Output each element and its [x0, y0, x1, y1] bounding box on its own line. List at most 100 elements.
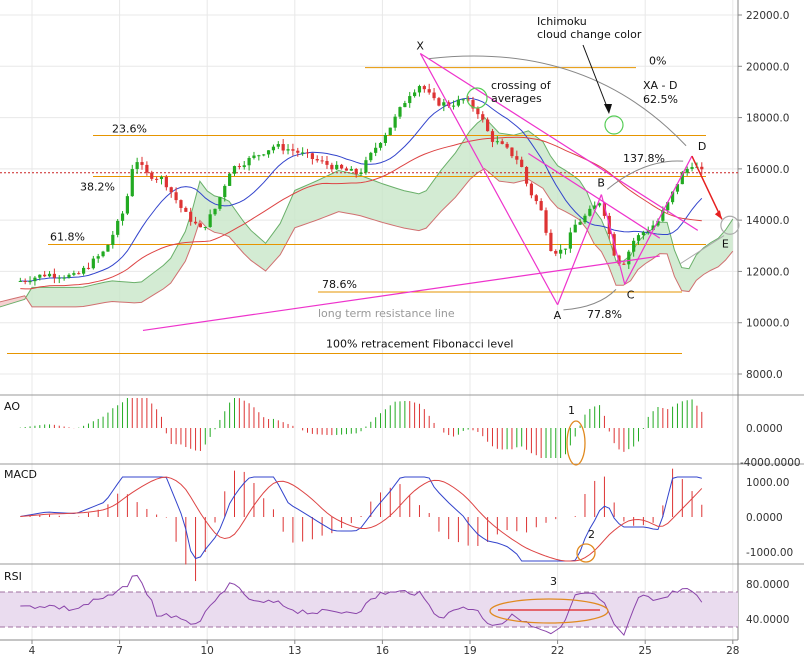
- pattern-line-ad: [528, 152, 661, 239]
- candle-body: [408, 96, 412, 104]
- rsi-marker-ellipse: [489, 598, 609, 624]
- macd-panel: MACD 2: [4, 468, 703, 582]
- macd-tick-label: 1000.00: [746, 477, 789, 489]
- candle-body: [481, 114, 485, 120]
- candle-body: [130, 169, 134, 197]
- candle-body: [476, 108, 480, 115]
- candle-body: [461, 99, 465, 101]
- x-tick-label: 19: [463, 645, 476, 657]
- chart-grid: [0, 0, 804, 641]
- candle-body: [549, 232, 553, 251]
- fib-label: 100% retracement Fibonacci level: [326, 337, 513, 350]
- candle-body: [524, 166, 529, 184]
- ac-arc: [563, 289, 617, 311]
- arrow-head: [604, 104, 612, 114]
- panel-marker: 1: [568, 404, 575, 417]
- panel-title: RSI: [4, 570, 22, 583]
- candle-body: [641, 232, 645, 236]
- candle-body: [276, 144, 280, 147]
- candle-body: [262, 154, 266, 156]
- bd-arc: [606, 160, 684, 190]
- rsi-tick-label: 80.0000: [746, 579, 789, 591]
- fib-label: 61.8%: [50, 231, 85, 244]
- candle-body: [471, 100, 475, 109]
- candle-body: [510, 147, 514, 157]
- annotation-text: 62.5%: [643, 93, 678, 106]
- x-tick-label: 22: [551, 645, 564, 657]
- x-tick-label: 28: [726, 645, 739, 657]
- candle-body: [670, 191, 675, 203]
- candle-body: [91, 258, 95, 269]
- pattern-leg-cd: [624, 155, 693, 285]
- cloud-green: [24, 117, 733, 307]
- candlesticks: [18, 83, 704, 286]
- pattern-leg-bc: [600, 194, 626, 285]
- macd-marker-circle: [576, 543, 596, 563]
- candle-body: [529, 183, 534, 196]
- candle-body: [198, 223, 203, 228]
- moving-average-fast: [20, 97, 703, 282]
- candle-body: [520, 159, 524, 167]
- pattern-point-label: A: [554, 309, 562, 322]
- candle-body: [559, 249, 563, 254]
- pattern-leg-xb: [420, 52, 699, 231]
- candle-body: [500, 141, 504, 144]
- candle-body: [515, 156, 519, 160]
- arrow-head: [714, 210, 722, 220]
- candle-body: [242, 165, 246, 168]
- macd-line: [20, 476, 702, 562]
- candle-body: [578, 222, 582, 225]
- candle-body: [330, 164, 334, 170]
- candle-body: [159, 176, 164, 180]
- macd-tick-label: 0.0000: [746, 512, 783, 524]
- candle-body: [116, 220, 120, 235]
- annotation-text: XA - D: [643, 79, 678, 92]
- fib-label: 0%: [649, 55, 666, 68]
- candle-body: [208, 214, 212, 227]
- annotation-text: Ichimoku: [537, 15, 587, 28]
- candle-body: [437, 98, 441, 106]
- senkou-span-b: [0, 167, 734, 308]
- candle-body: [189, 211, 193, 222]
- pattern-point-label: X: [416, 39, 424, 52]
- x-tick-label: 7: [116, 645, 123, 657]
- macd-signal-line: [20, 476, 703, 562]
- xd-arc: [429, 55, 687, 147]
- y-tick-label: 20000.0: [746, 61, 789, 73]
- candle-body: [651, 225, 655, 231]
- candle-body: [588, 208, 592, 216]
- candle-body: [120, 213, 125, 221]
- candle-body: [412, 92, 417, 97]
- candle-body: [602, 203, 607, 216]
- candle-body: [442, 102, 446, 106]
- y-tick-label: 16000.0: [746, 164, 789, 176]
- candle-body: [627, 251, 631, 265]
- candle-body: [315, 159, 319, 161]
- candle-body: [145, 164, 149, 173]
- candle-body: [374, 147, 378, 153]
- candle-body: [281, 144, 285, 151]
- candle-body: [427, 89, 431, 93]
- candle-body: [680, 172, 684, 185]
- candle-body: [583, 215, 587, 223]
- candle-body: [573, 224, 577, 233]
- candle-body: [252, 155, 256, 158]
- y-tick-label: 22000.0: [746, 10, 789, 22]
- pattern-point-label: E: [722, 237, 729, 250]
- annotation-text: 137.8%: [623, 152, 665, 165]
- candle-body: [52, 273, 56, 278]
- candle-body: [203, 226, 207, 228]
- panel-marker: 3: [550, 575, 557, 588]
- candle-body: [666, 202, 670, 211]
- candle-body: [593, 205, 597, 209]
- candle-body: [169, 187, 173, 193]
- candle-body: [310, 153, 314, 160]
- candle-body: [47, 273, 52, 277]
- rsi-line: [20, 574, 703, 637]
- candle-body: [685, 168, 689, 173]
- harmonic-pattern: X A B C D E: [142, 39, 740, 332]
- candle-body: [23, 280, 27, 282]
- pattern-leg-ab: [557, 194, 602, 305]
